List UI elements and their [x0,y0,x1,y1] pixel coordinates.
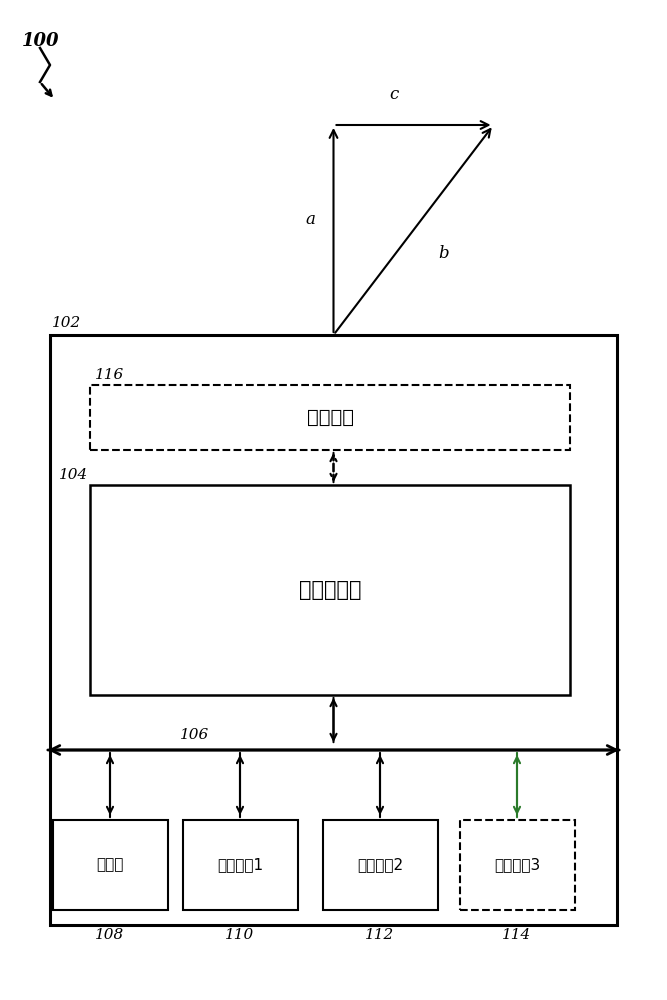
Text: 106: 106 [180,728,209,742]
Text: 102: 102 [52,316,81,330]
Text: 传感器组1: 传感器组1 [217,857,263,872]
Text: 104: 104 [59,468,88,482]
Text: 100: 100 [22,32,59,50]
Bar [460,820,574,910]
Bar [323,820,438,910]
Bar [183,820,297,910]
Text: 控制器: 控制器 [96,857,123,872]
Text: 108: 108 [95,928,125,942]
Bar [90,385,570,450]
Text: 116: 116 [95,368,124,382]
Text: 清洁机构: 清洁机构 [307,408,354,427]
Bar [90,485,570,695]
Text: 112: 112 [366,928,395,942]
Text: 传感器组2: 传感器组2 [357,857,403,872]
Text: a: a [305,212,315,229]
Text: c: c [390,86,399,103]
Text: 传感器组3: 传感器组3 [494,857,540,872]
Text: 110: 110 [225,928,255,942]
Bar [53,820,167,910]
Text: 114: 114 [502,928,532,942]
Text: b: b [438,245,449,262]
Text: 致动器系统: 致动器系统 [299,580,362,600]
Bar [50,335,617,925]
